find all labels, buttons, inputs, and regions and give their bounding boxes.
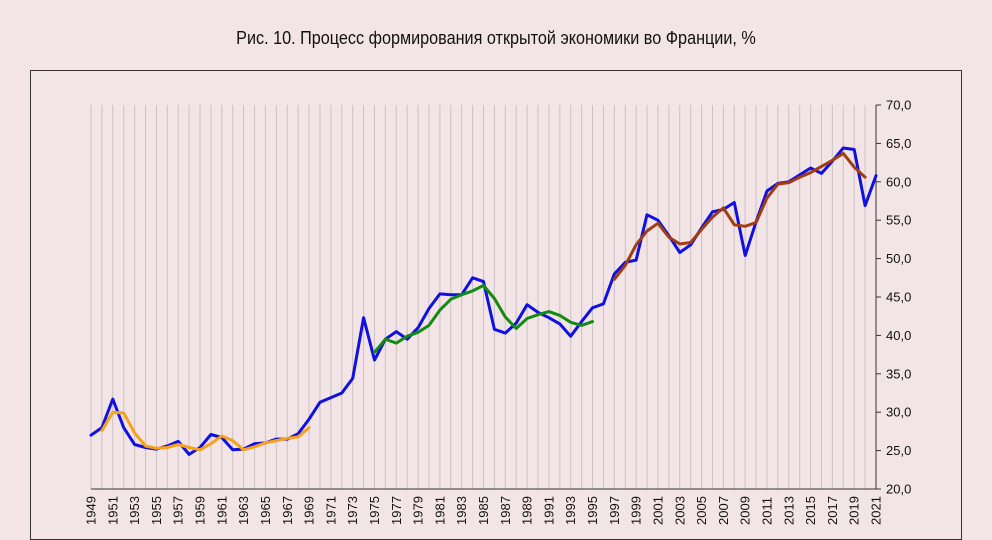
x-tick-label: 2007 (716, 496, 731, 525)
x-tick-label: 1973 (345, 496, 360, 525)
series-line (100, 410, 311, 452)
x-tick-label: 1963 (236, 496, 251, 525)
x-tick-label: 2003 (672, 496, 687, 525)
plot-frame (30, 70, 962, 540)
series-line (612, 151, 867, 281)
x-tick-label: 2013 (781, 496, 796, 525)
x-tick-label: 1991 (541, 496, 556, 525)
x-tick-label: 2021 (869, 496, 884, 525)
x-tick-label: 2017 (825, 496, 840, 525)
x-tick-label: 1985 (476, 496, 491, 525)
y-tick-label: 30,0 (886, 405, 911, 420)
x-tick-label: 1961 (214, 496, 229, 525)
x-tick-label: 1981 (432, 496, 447, 525)
y-tick-label: 25,0 (886, 443, 911, 458)
y-tick-label: 65,0 (886, 136, 911, 151)
x-tick-label: 1965 (258, 496, 273, 525)
x-tick-label: 1979 (411, 496, 426, 525)
x-tick-label: 1949 (84, 496, 99, 525)
y-tick-label: 20,0 (886, 482, 911, 497)
x-tick-label: 1987 (498, 496, 513, 525)
x-tick-label: 2011 (759, 497, 774, 525)
x-tick-label: 1999 (629, 496, 644, 525)
x-tick-label: 2009 (738, 496, 753, 525)
series-layer (89, 146, 878, 456)
x-tick-label: 1969 (302, 496, 317, 525)
x-tick-label: 1993 (563, 496, 578, 525)
x-tick-label: 2019 (847, 496, 862, 525)
x-tick-label: 1997 (607, 496, 622, 525)
x-tick-label: 2001 (650, 496, 665, 525)
x-tick-label: 1953 (127, 496, 142, 525)
label-layer: 20,0 25,0 30,0 35,0 40,0 45,0 50,0 55,0 60,0 65,0… (84, 98, 912, 526)
x-tick-label: 1983 (454, 496, 469, 525)
y-tick-label: 45,0 (886, 290, 911, 305)
x-tick-label: 1971 (323, 496, 338, 525)
x-tick-label: 1975 (367, 496, 382, 525)
grid-layer (90, 105, 877, 489)
x-tick-label: 2005 (694, 496, 709, 525)
y-tick-label: 70,0 (886, 98, 911, 113)
x-tick-label: 1995 (585, 496, 600, 525)
x-tick-label: 1989 (520, 496, 535, 525)
y-tick-label: 50,0 (886, 251, 911, 266)
x-tick-label: 1959 (193, 496, 208, 525)
x-tick-label: 1967 (280, 496, 295, 525)
series-line (373, 284, 594, 354)
x-tick-label: 1951 (105, 496, 120, 525)
axis-layer (91, 104, 881, 490)
y-tick-label: 55,0 (886, 213, 911, 228)
chart-title: Рис. 10. Процесс формирования открытой э… (236, 28, 756, 48)
x-tick-label: 1957 (171, 496, 186, 525)
x-tick-label: 1955 (149, 496, 164, 525)
x-tick-label: 2015 (803, 496, 818, 525)
y-tick-label: 60,0 (886, 174, 911, 189)
x-tick-label: 1977 (389, 496, 404, 525)
y-tick-label: 40,0 (886, 328, 911, 343)
y-tick-label: 35,0 (886, 366, 911, 381)
